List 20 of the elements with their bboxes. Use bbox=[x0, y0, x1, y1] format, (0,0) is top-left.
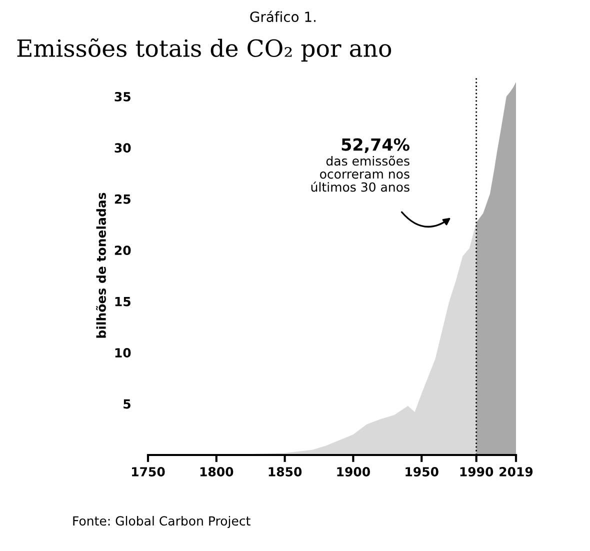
y-axis-title: bilhões de toneladas bbox=[96, 192, 106, 338]
x-tick-label: 1800 bbox=[200, 467, 234, 476]
annotation: das emissões ocorreram nos últimos 30 anos bbox=[311, 156, 410, 192]
y-tick-label: 20 bbox=[114, 246, 131, 256]
source-note: Fonte: Global Carbon Project bbox=[73, 516, 250, 528]
x-tick-label: 1900 bbox=[337, 467, 370, 476]
x-tick-label: 2019 bbox=[500, 467, 533, 476]
y-tick-label: 15 bbox=[115, 296, 130, 306]
y-tick-label: 25 bbox=[114, 194, 130, 204]
y-tick-label: 30 bbox=[114, 143, 131, 153]
annotation: 52,74% bbox=[342, 138, 410, 153]
x-tick-label: 1990 bbox=[460, 467, 494, 476]
y-tick-label: 10 bbox=[115, 348, 131, 358]
x-tick-label: 1750 bbox=[132, 467, 165, 476]
x-tick-label: 1950 bbox=[406, 467, 438, 476]
y-tick-label: 35 bbox=[114, 92, 130, 102]
chart-title: Emissões totais de CO₂ por ano bbox=[17, 38, 392, 62]
y-tick-label: 5 bbox=[124, 399, 130, 409]
text: Gráfico 1. bbox=[250, 10, 316, 22]
x-tick-label: 1850 bbox=[268, 467, 302, 476]
